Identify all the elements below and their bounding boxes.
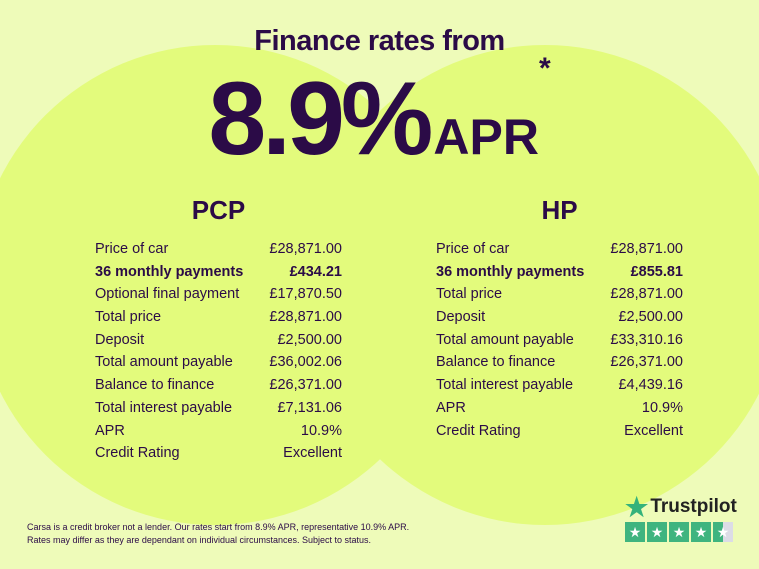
- background-circle-right: [305, 45, 759, 525]
- table-row: 36 monthly payments £855.81: [436, 261, 683, 284]
- row-value: 10.9%: [641, 399, 683, 416]
- table-row: Deposit £2,500.00: [436, 306, 683, 329]
- row-value: Excellent: [283, 445, 342, 462]
- row-label: Total interest payable: [436, 377, 574, 394]
- hp-table: HP Price of car £28,871.00 36 monthly paym…: [436, 195, 683, 442]
- row-label: Balance to finance: [95, 377, 215, 394]
- row-value: £855.81: [630, 263, 683, 280]
- row-value: £28,871.00: [269, 309, 342, 326]
- row-value: £33,310.16: [610, 331, 683, 348]
- table-row: Total amount payable £33,310.16: [436, 329, 683, 352]
- row-value: £36,002.06: [269, 354, 342, 371]
- table-row: APR 10.9%: [95, 420, 342, 443]
- row-value: £28,871.00: [610, 241, 683, 257]
- apr-label: APR: [433, 109, 539, 165]
- trustpilot-badge[interactable]: ★ Trustpilot ★ ★ ★ ★ ★: [625, 494, 737, 542]
- hp-title: HP: [541, 195, 578, 225]
- row-label: Total price: [436, 286, 503, 303]
- rating-star-icon: ★: [625, 522, 645, 542]
- row-label: Price of car: [436, 241, 510, 257]
- row-label: 36 monthly payments: [436, 263, 585, 280]
- table-row: Total interest payable £4,439.16: [436, 374, 683, 397]
- row-label: Deposit: [95, 331, 145, 348]
- table-row: Total price £28,871.00: [95, 306, 342, 329]
- row-label: Optional final payment: [95, 286, 240, 303]
- row-value: £7,131.06: [277, 399, 342, 416]
- rating-star-icon: ★: [669, 522, 689, 542]
- row-value: £2,500.00: [277, 331, 342, 348]
- pcp-title: PCP: [191, 195, 246, 225]
- row-value: Excellent: [624, 422, 683, 439]
- table-row: Price of car £28,871.00: [436, 238, 683, 261]
- table-row: Balance to finance £26,371.00: [95, 374, 342, 397]
- table-row: Balance to finance £26,371.00: [436, 351, 683, 374]
- disclaimer-line-2: Rates may differ as they are dependant o…: [27, 535, 372, 545]
- row-label: Price of car: [95, 241, 169, 257]
- row-value: £28,871.00: [610, 286, 683, 303]
- row-label: Total amount payable: [95, 354, 233, 371]
- disclaimer-line-1: Carsa is a credit broker not a lender. O…: [27, 522, 410, 532]
- row-label: 36 monthly payments: [95, 263, 244, 280]
- row-value: £28,871.00: [269, 241, 342, 257]
- row-label: Balance to finance: [436, 354, 556, 371]
- disclaimer: Carsa is a credit broker not a lender. O…: [27, 521, 409, 547]
- headline: Finance rates from: [254, 25, 505, 57]
- pcp-rows: Price of car £28,871.00 36 monthly payment…: [95, 238, 342, 465]
- rating-star-icon: ★: [647, 522, 667, 542]
- rate-value: 8.9%: [208, 61, 433, 177]
- trustpilot-name: Trustpilot: [650, 496, 737, 517]
- row-value: £434.21: [289, 263, 342, 280]
- pcp-table: PCP Price of car £28,871.00 36 monthly pay…: [95, 195, 342, 465]
- table-row: Total price £28,871.00: [436, 283, 683, 306]
- hp-rows: Price of car £28,871.00 36 monthly payment…: [436, 238, 683, 442]
- row-value: £17,870.50: [269, 286, 342, 303]
- table-row: Credit Rating Excellent: [95, 442, 342, 465]
- row-value: £26,371.00: [610, 354, 683, 371]
- row-value: £26,371.00: [269, 377, 342, 394]
- table-row: Deposit £2,500.00: [95, 329, 342, 352]
- table-row: Total amount payable £36,002.06: [95, 351, 342, 374]
- row-label: Deposit: [436, 309, 486, 326]
- row-label: Total price: [95, 309, 162, 326]
- table-row: Optional final payment £17,870.50: [95, 283, 342, 306]
- table-row: Price of car £28,871.00: [95, 238, 342, 261]
- row-label: Total interest payable: [95, 399, 233, 416]
- row-label: Total amount payable: [436, 331, 574, 348]
- row-value: 10.9%: [300, 422, 342, 439]
- table-row: APR 10.9%: [436, 397, 683, 420]
- star-icon: ★: [625, 492, 649, 522]
- row-value: £4,439.16: [618, 377, 683, 394]
- table-row: Credit Rating Excellent: [436, 420, 683, 443]
- row-value: £2,500.00: [618, 309, 683, 326]
- table-row: Total interest payable £7,131.06: [95, 397, 342, 420]
- row-label: Credit Rating: [436, 422, 521, 439]
- row-label: Credit Rating: [95, 445, 180, 462]
- rating-star-icon: ★: [713, 522, 733, 542]
- rating-star-icon: ★: [691, 522, 711, 542]
- table-row: 36 monthly payments £434.21: [95, 261, 342, 284]
- row-label: APR: [95, 422, 125, 439]
- trustpilot-rating: ★ ★ ★ ★ ★: [625, 522, 737, 542]
- asterisk: *: [538, 52, 551, 85]
- rate-display: 8.9%APR *: [0, 52, 759, 179]
- row-label: APR: [436, 399, 466, 416]
